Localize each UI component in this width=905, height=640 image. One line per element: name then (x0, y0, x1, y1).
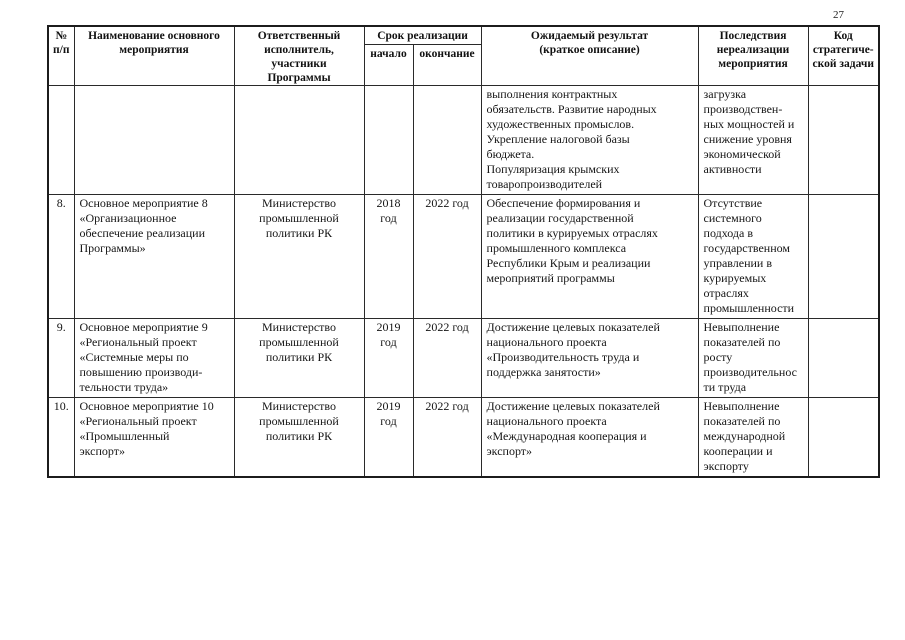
cell-term-end: 2022 год (412, 194, 482, 319)
header-cell-term-start: начало (363, 44, 414, 86)
header-cell-name: Наименование основного мероприятия (73, 25, 235, 86)
program-measures-table: № п/п Наименование основного мероприятия… (47, 25, 881, 478)
table-row-9: 9. Основное мероприятие 9 «Региональный … (47, 318, 880, 398)
cell-num: 9. (47, 318, 75, 398)
cell-term-start: 2018 год (363, 194, 414, 319)
cell-term-end: 2022 год (412, 397, 482, 478)
cell-code (807, 397, 880, 478)
cell-executor: Министерство промышленной политики РК (233, 397, 365, 478)
cell-consequences: Отсутствие системного подхода в государс… (697, 194, 809, 319)
cell-name (73, 85, 235, 195)
header-cell-executor: Ответственный исполнитель, участники Про… (233, 25, 365, 86)
cell-num: 10. (47, 397, 75, 478)
cell-result: Обеспечение формирования и реализации го… (480, 194, 699, 319)
cell-name: Основное мероприятие 10 «Региональный пр… (73, 397, 235, 478)
cell-result: Достижение целевых показателей националь… (480, 397, 699, 478)
cell-term-end: 2022 год (412, 318, 482, 398)
cell-consequences: Невыполнение показателей по международно… (697, 397, 809, 478)
cell-code (807, 318, 880, 398)
cell-num (47, 85, 75, 195)
cell-result: Достижение целевых показателей националь… (480, 318, 699, 398)
cell-term-start (363, 85, 414, 195)
table-row-8: 8. Основное мероприятие 8 «Организационн… (47, 194, 880, 319)
cell-executor (233, 85, 365, 195)
page-number: 27 (833, 9, 844, 21)
cell-code (807, 194, 880, 319)
header-cell-result: Ожидаемый результат (краткое описание) (480, 25, 699, 86)
cell-num: 8. (47, 194, 75, 319)
header-row-top: № п/п Наименование основного мероприятия… (47, 25, 880, 86)
cell-code (807, 85, 880, 195)
cell-executor: Министерство промышленной политики РК (233, 194, 365, 319)
header-cell-term-end: окончание (412, 44, 482, 86)
cell-executor: Министерство промышленной политики РК (233, 318, 365, 398)
cell-name: Основное мероприятие 8 «Организационное … (73, 194, 235, 319)
cell-name: Основное мероприятие 9 «Региональный про… (73, 318, 235, 398)
header-cell-term: Срок реализации (363, 25, 482, 46)
cell-consequences: Невыполнение показателей по росту произв… (697, 318, 809, 398)
cell-consequences: загрузка производствен- ных мощностей и … (697, 85, 809, 195)
cell-term-start: 2019 год (363, 318, 414, 398)
table-row-10: 10. Основное мероприятие 10 «Региональны… (47, 397, 880, 478)
cell-result: выполнения контрактных обязательств. Раз… (480, 85, 699, 195)
cell-term-end (412, 85, 482, 195)
header-row-sub: начало окончание (48, 44, 879, 86)
header-cell-code: Код стратегиче- ской задачи (807, 25, 880, 86)
header-cell-num: № п/п (47, 25, 75, 86)
header-cell-consequences: Последствия нереализации мероприятия (697, 25, 809, 86)
cell-term-start: 2019 год (363, 397, 414, 478)
table-row-continuation: выполнения контрактных обязательств. Раз… (47, 85, 880, 195)
